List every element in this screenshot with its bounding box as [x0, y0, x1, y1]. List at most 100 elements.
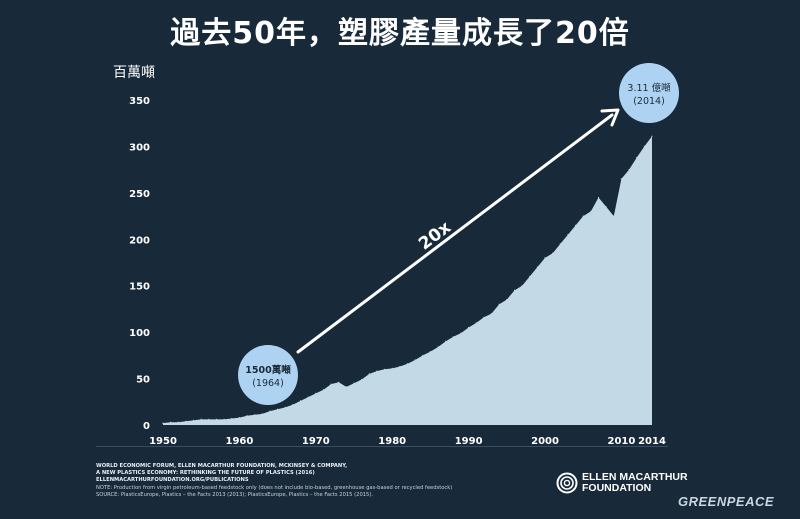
data-point: [376, 370, 378, 372]
data-point: [498, 303, 500, 305]
y-tick-label: 100: [129, 328, 150, 339]
footer-source: SOURCE: PlasticsEurope, Plastics – the F…: [96, 492, 374, 498]
emf-logo-line2: FOUNDATION: [582, 482, 652, 494]
y-tick-label: 0: [143, 421, 150, 432]
data-point: [582, 215, 584, 217]
y-tick-label: 200: [129, 235, 150, 246]
data-point: [292, 404, 294, 406]
x-tick-label: 1960: [225, 436, 253, 447]
x-tick-label: 1950: [149, 436, 177, 447]
growth-arrow-head: [600, 108, 620, 127]
data-point: [575, 224, 577, 226]
y-tick-label: 300: [129, 142, 150, 153]
data-point: [597, 196, 600, 199]
data-point: [200, 418, 202, 420]
data-point: [177, 421, 179, 423]
data-point: [536, 266, 539, 268]
y-axis-label: 百萬噸: [113, 65, 155, 81]
data-point: [422, 354, 424, 356]
x-tick-label: 1970: [302, 436, 330, 447]
data-point: [475, 322, 477, 324]
start-bubble-value: 1500萬噸: [245, 364, 291, 376]
data-point: [445, 340, 447, 342]
source-line-2: A NEW PLASTICS ECONOMY: RETHINKING THE F…: [96, 470, 315, 476]
data-point: [406, 363, 409, 365]
data-point: [231, 417, 233, 420]
data-point: [315, 392, 317, 394]
data-point: [353, 382, 355, 384]
start-bubble-year: (1964): [252, 378, 284, 389]
data-point: [521, 285, 523, 287]
data-point: [429, 351, 431, 353]
greenpeace-logo: GREENPEACE: [678, 494, 775, 509]
data-point: [261, 413, 263, 415]
data-point: [399, 365, 401, 368]
source-line-1: WORLD ECONOMIC FORUM, ELLEN MACARTHUR FO…: [96, 463, 348, 469]
data-point: [636, 157, 638, 159]
start-bubble: [238, 345, 298, 405]
data-point: [361, 378, 363, 381]
data-point: [490, 313, 493, 315]
x-tick-label: 2000: [531, 436, 559, 447]
x-tick-label: 1980: [378, 436, 406, 447]
data-point: [651, 135, 653, 137]
data-point: [513, 289, 516, 291]
data-point: [299, 400, 302, 402]
growth-arrow-line: [296, 113, 614, 354]
data-point: [544, 257, 546, 259]
data-point: [246, 415, 248, 417]
data-point: [628, 169, 630, 171]
data-point: [391, 367, 393, 369]
chart-title: 過去50年，塑膠產量成長了20倍: [170, 16, 630, 51]
emf-logo-line1: ELLEN MACARTHUR: [582, 471, 688, 483]
footer-note: NOTE: Production from virgin petroleum-b…: [96, 485, 453, 491]
data-point: [483, 316, 485, 318]
data-point: [307, 396, 309, 398]
y-tick-label: 150: [129, 282, 150, 293]
data-point: [238, 417, 240, 419]
y-tick-label: 350: [129, 96, 150, 107]
data-point: [468, 326, 470, 329]
x-tick-label: 2010: [608, 436, 636, 447]
end-bubble: [619, 63, 679, 123]
end-bubble-year: (2014): [633, 96, 665, 107]
data-point: [552, 252, 554, 254]
emf-logo-icon: [556, 472, 578, 494]
data-point: [590, 210, 592, 212]
footer-divider: [96, 446, 668, 447]
data-point: [452, 336, 454, 338]
data-point: [559, 243, 561, 245]
data-point: [338, 381, 340, 383]
data-point: [437, 346, 439, 348]
data-point: [208, 418, 210, 420]
data-point: [460, 332, 462, 334]
data-point: [322, 389, 325, 391]
source-line-3: ELLENMACARTHURFOUNDATION.ORG/PUBLICATION…: [96, 477, 249, 483]
emf-logo: ELLEN MACARTHUR FOUNDATION: [556, 472, 688, 494]
data-point: [162, 422, 164, 424]
data-point: [506, 299, 508, 301]
data-point: [414, 359, 416, 361]
data-point: [567, 234, 569, 236]
data-point: [277, 408, 279, 410]
x-tick-label: 1990: [455, 436, 483, 447]
production-area: [163, 136, 652, 425]
end-bubble-value: 3.11 億噸: [627, 82, 671, 94]
y-tick-label: 250: [129, 189, 150, 200]
data-point: [605, 206, 607, 208]
data-point: [613, 215, 615, 217]
x-tick-label: 2014: [638, 436, 666, 447]
data-point: [223, 418, 225, 420]
data-point: [384, 368, 386, 370]
data-point: [368, 373, 370, 375]
footer-sources: WORLD ECONOMIC FORUM, ELLEN MACARTHUR FO…: [96, 463, 536, 499]
data-point: [215, 418, 218, 420]
data-point: [529, 275, 531, 277]
data-point: [170, 421, 172, 423]
data-point: [284, 406, 286, 408]
y-tick-label: 50: [136, 375, 150, 386]
data-point: [330, 383, 332, 385]
data-point: [193, 419, 195, 421]
data-point: [643, 145, 646, 147]
